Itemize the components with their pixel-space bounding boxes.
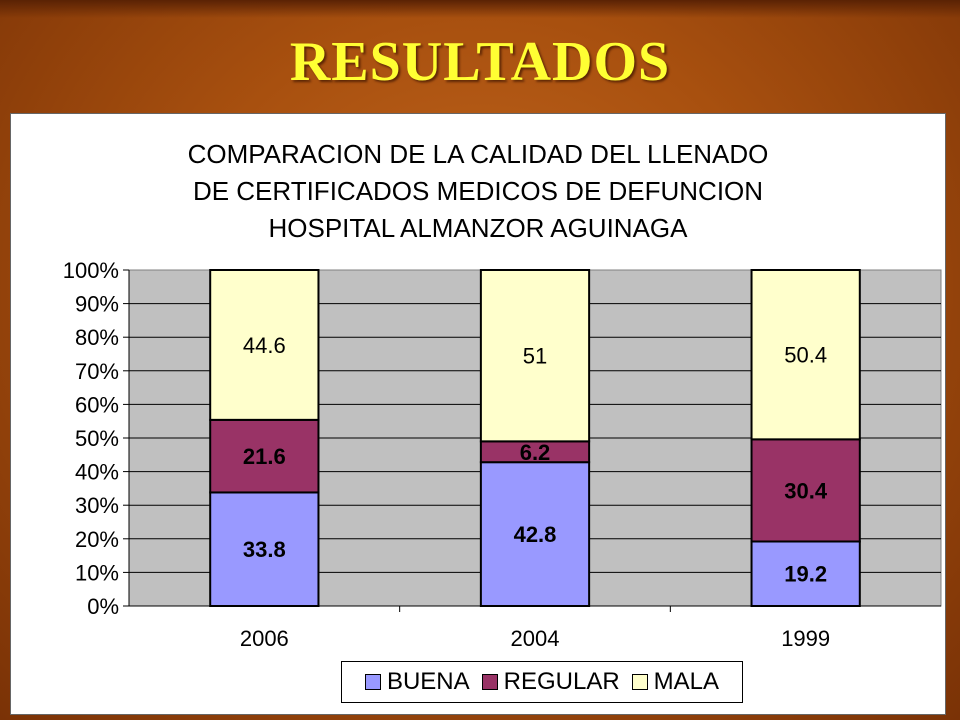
bar-buena-2006 — [209, 491, 320, 608]
legend-item-buena: BUENA — [364, 668, 470, 696]
legend-swatch-regular — [481, 674, 498, 690]
y-tick-label: 60% — [75, 392, 119, 417]
chart-title-line-1: COMPARACION DE LA CALIDAD DEL LLENADO — [187, 139, 769, 169]
legend-item-mala: MALA — [631, 668, 720, 696]
y-tick-label: 40% — [75, 460, 119, 485]
y-tick-label: 100% — [63, 258, 119, 283]
x-tick-label: 1999 — [781, 626, 830, 651]
bar-buena-1999 — [750, 540, 861, 608]
bar-mala-1999 — [750, 269, 861, 441]
bar-regular-2006 — [209, 418, 320, 494]
slide-title: RESULTADOS — [289, 31, 671, 93]
data-label-mala-2006: 44.6 — [243, 333, 286, 358]
y-tick-label: 90% — [75, 292, 119, 317]
legend-label-mala: MALA — [653, 668, 720, 695]
chart-legend: BUENA REGULAR MALA — [341, 661, 743, 703]
chart-title: COMPARACION DE LA CALIDAD DEL LLENADO DE… — [11, 136, 945, 247]
x-tick-label: 2006 — [240, 626, 289, 651]
legend-label-regular: REGULAR — [503, 668, 620, 695]
bar-mala-2004 — [479, 269, 591, 443]
legend-swatch-mala — [631, 674, 648, 690]
chart-title-line-2: DE CERTIFICADOS MEDICOS DE DEFUNCION — [192, 176, 764, 206]
data-label-buena-2006: 33.8 — [243, 537, 286, 562]
stacked-bar-chart: 0% 10% 20% 30% 40% 50% 60% 70% 80% 90% 100% 33.8 21.… — [63, 258, 942, 651]
y-tick-label: 20% — [75, 527, 119, 552]
y-tick-label: 50% — [75, 426, 119, 451]
bar-buena-2004 — [479, 461, 591, 607]
y-tick-label: 30% — [75, 493, 119, 518]
data-label-mala-2004: 51 — [523, 344, 547, 369]
data-label-regular-1999: 30.4 — [784, 478, 828, 503]
data-label-buena-2004: 42.8 — [514, 522, 557, 547]
bar-mala-2006 — [209, 269, 320, 421]
data-label-regular-2004: 6.2 — [520, 440, 551, 465]
data-label-mala-1999: 50.4 — [784, 343, 827, 368]
y-tick-label: 80% — [75, 325, 119, 350]
chart-title-line-3: HOSPITAL ALMANZOR AGUINAGA — [268, 213, 688, 243]
legend-item-regular: REGULAR — [481, 668, 620, 696]
x-tick-label: 2004 — [511, 626, 560, 651]
y-tick-label: 70% — [75, 359, 119, 384]
chart-panel: COMPARACION DE LA CALIDAD DEL LLENADO DE… — [10, 113, 946, 715]
legend-swatch-buena — [364, 674, 381, 690]
top-band — [0, 0, 960, 18]
data-label-buena-1999: 19.2 — [784, 562, 827, 587]
y-tick-label: 10% — [75, 560, 119, 585]
y-tick-label: 0% — [87, 594, 119, 619]
data-label-regular-2006: 21.6 — [243, 444, 286, 469]
legend-label-buena: BUENA — [386, 668, 470, 695]
